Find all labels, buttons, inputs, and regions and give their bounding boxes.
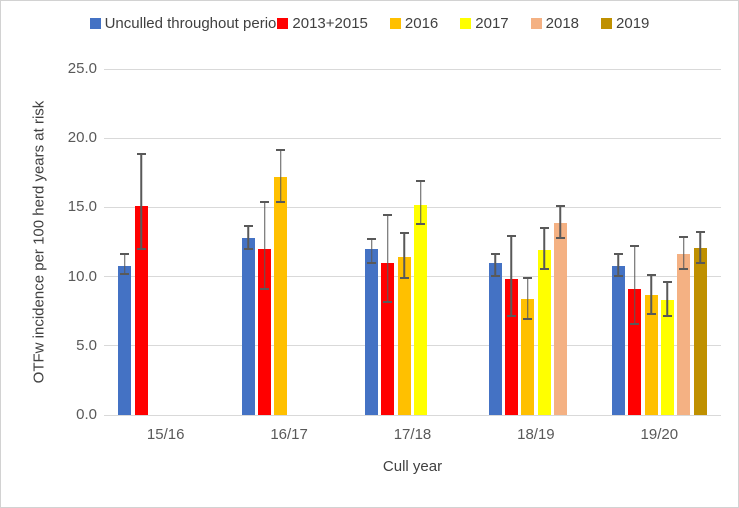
bar-group-inner [487,69,585,415]
legend-marker-unculled-throughout-perio [89,18,101,29]
x-tick-label-19-20: 19/20 [640,426,679,443]
bar-group-18-19 [474,69,597,415]
legend-label-2018: 2018 [545,15,580,32]
gridline-25 [104,68,721,70]
x-tick-label-16-17: 16/17 [270,426,308,443]
legend-label-2019: 2019 [616,15,650,32]
bar-unculled-throughout-perio-19-20 [611,265,625,415]
bar-unculled-throughout-perio-16-17 [241,237,255,415]
legend-item-unculled-throughout-perio: Unculled throughout perio [89,15,277,32]
error-bar-unculled-throughout-perio-19-20 [613,253,623,277]
error-bar-unculled-throughout-perio-18-19 [490,253,500,277]
x-axis-title: Cull year [382,458,443,475]
error-bar-2017-17-18 [416,179,426,226]
error-bar-2017-19-20 [662,280,672,317]
bar-group-inner [363,69,461,415]
bar-group-inner [117,69,215,415]
bar-2013-2015-15-16 [134,206,148,415]
legend-label-2013-2015: 2013+2015 [292,15,368,32]
legend-marker-2017 [460,18,472,29]
bar-group-17-18 [351,69,474,415]
error-bar-2016-19-20 [646,273,656,316]
bar-group-19-20 [598,69,721,415]
gridline-0 [104,414,721,416]
y-tick-label-20: 20.0 [67,129,97,147]
bar-2016-16-17 [274,176,288,415]
x-tick-label-15-16: 15/16 [146,426,185,443]
chart-legend: Unculled throughout perio 2013+2015 2016 20… [1,15,738,32]
bar-2016-18-19 [521,298,535,415]
plot-area [104,68,721,416]
bar-2018-18-19 [553,222,567,415]
legend-item-2017: 2017 [460,15,509,32]
error-bar-2013-2015-18-19 [506,235,516,317]
x-tick-label-18-19: 18/19 [517,426,555,443]
legend-marker-2013-2015 [277,18,289,29]
error-bar-2016-16-17 [276,149,286,204]
y-tick-label-10: 10.0 [67,267,97,285]
legend-label-unculled-throughout-perio: Unculled throughout perio [104,15,277,32]
gridline-20 [104,137,721,139]
error-bar-2013-2015-17-18 [383,214,393,303]
gridline-5 [104,345,721,347]
error-bar-2017-18-19 [539,226,549,270]
legend-item-2013-2015: 2013+2015 [277,15,368,32]
y-tick-label-5: 5.0 [76,336,97,354]
legend-item-2019: 2019 [601,15,649,32]
bar-group-inner [610,69,708,415]
error-bar-2018-19-20 [679,236,689,270]
error-bar-2019-19-20 [695,230,705,265]
error-bar-2016-17-18 [399,232,409,280]
bar-2016-19-20 [644,294,658,415]
bar-2017-18-19 [537,250,551,415]
error-bar-2016-18-19 [523,276,533,320]
legend-marker-2018 [530,18,542,29]
bar-group-inner [240,69,338,415]
legend-label-2016: 2016 [404,15,439,32]
legend-item-2016: 2016 [389,15,439,32]
error-bar-2013-2015-19-20 [630,244,640,326]
legend-label-2017: 2017 [475,15,509,32]
error-bar-unculled-throughout-perio-15-16 [120,253,130,276]
bar-2016-17-18 [397,257,411,415]
gridline-15 [104,206,721,208]
error-bar-unculled-throughout-perio-17-18 [367,237,377,265]
error-bar-unculled-throughout-perio-16-17 [243,225,253,251]
error-bar-2013-2015-15-16 [136,153,146,251]
bar-2019-19-20 [693,247,707,415]
legend-marker-2019 [601,18,613,29]
legend-marker-2016 [389,18,401,29]
bar-2017-19-20 [660,300,674,415]
legend-item-2018: 2018 [530,15,580,32]
bar-2018-19-20 [677,254,691,415]
error-bar-2013-2015-16-17 [260,200,270,291]
bar-group-15-16 [104,69,227,415]
bar-unculled-throughout-perio-15-16 [118,265,132,415]
error-bar-2018-18-19 [555,204,565,240]
bar-2017-17-18 [414,204,428,415]
y-tick-label-25: 25.0 [67,60,97,77]
y-tick-label-15: 15.0 [67,198,97,216]
gridline-10 [104,276,721,278]
bar-unculled-throughout-perio-18-19 [488,262,502,415]
bar-group-16-17 [227,69,350,415]
y-tick-label-0: 0.0 [76,406,97,423]
x-tick-label-17-18: 17/18 [393,426,432,443]
bar-unculled-throughout-perio-17-18 [365,248,379,415]
